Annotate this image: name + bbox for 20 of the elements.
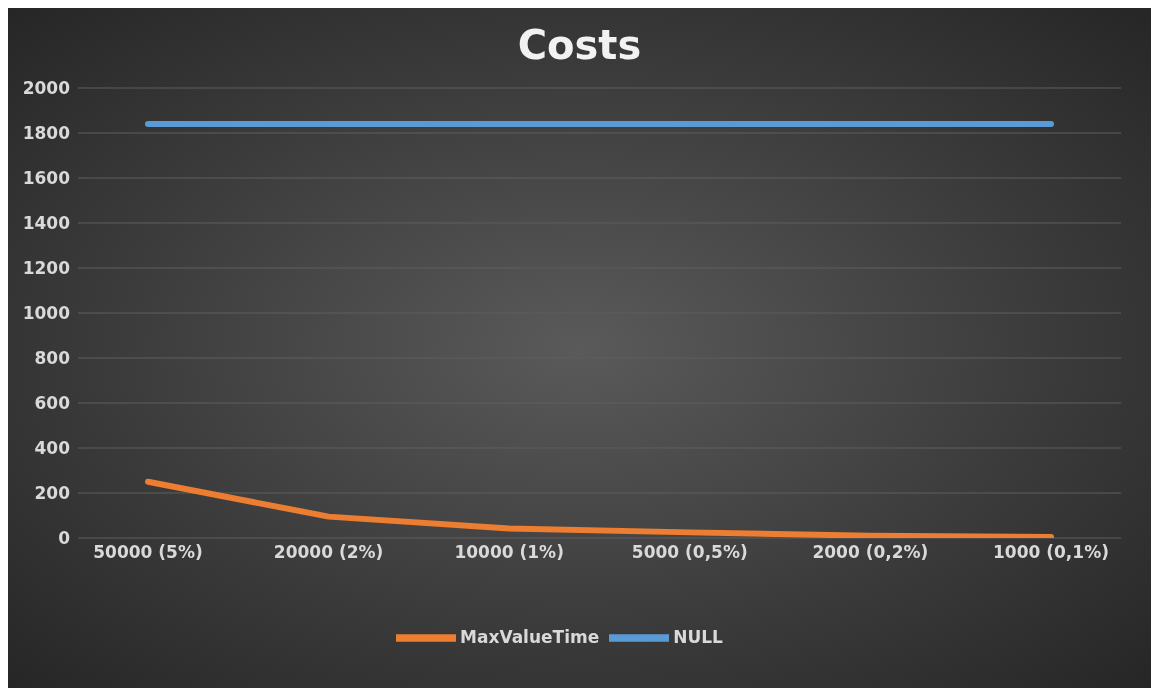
y-tick-label: 2000 <box>22 78 71 99</box>
y-tick-label: 200 <box>34 483 71 504</box>
x-tick-label: 1000 (0,1%) <box>993 542 1109 563</box>
x-tick-label: 10000 (1%) <box>454 542 564 563</box>
legend-label: MaxValueTime <box>460 626 600 647</box>
legend-label: NULL <box>673 626 723 647</box>
chart-title: Costs <box>516 21 643 70</box>
x-tick-label: 20000 (2%) <box>273 542 384 563</box>
y-tick-label: 1600 <box>22 168 71 189</box>
y-tick-label: 1400 <box>22 213 71 234</box>
y-tick-label: 800 <box>34 348 71 369</box>
y-tick-label: 0 <box>58 528 71 549</box>
y-tick-label: 400 <box>34 438 71 459</box>
y-tick-label: 1200 <box>22 258 71 279</box>
x-tick-label: 5000 (0,5%) <box>631 542 748 563</box>
y-tick-label: 1000 <box>22 303 71 324</box>
x-tick-label: 2000 (0,2%) <box>812 542 929 563</box>
y-tick-label: 1800 <box>22 123 71 144</box>
x-tick-label: 50000 (5%) <box>93 542 203 563</box>
y-tick-label: 600 <box>34 393 71 414</box>
